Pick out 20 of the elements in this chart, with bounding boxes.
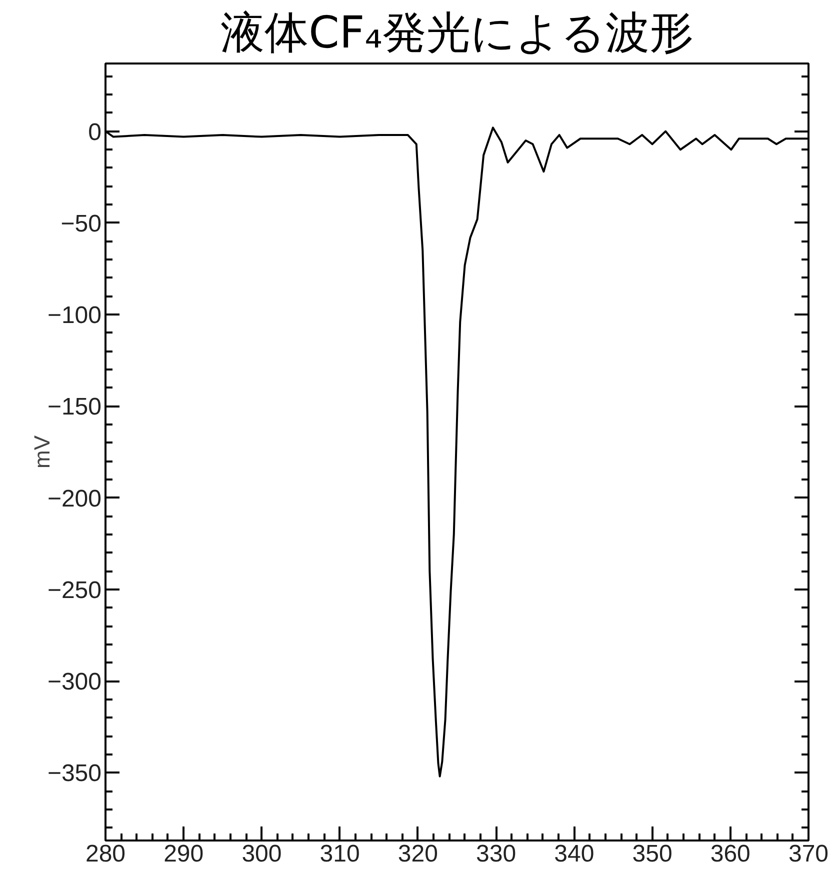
x-tick-label: 370	[788, 840, 829, 868]
y-axis-title: mV	[29, 435, 54, 468]
x-tick-label: 310	[320, 840, 360, 868]
y-tick-label: −100	[47, 302, 102, 330]
chart-title: 液体CF₄発光による波形	[220, 8, 694, 58]
x-tick-label: 290	[164, 840, 204, 868]
y-tick-label: −200	[47, 485, 102, 512]
x-tick-label: 330	[476, 840, 516, 868]
x-tick-label: 280	[85, 840, 126, 868]
y-tick-label: −350	[47, 760, 102, 788]
y-tick-label: −300	[47, 668, 102, 696]
x-tick-label: 340	[554, 840, 594, 868]
y-tick-label: −50	[60, 210, 102, 238]
x-tick-label: 300	[242, 840, 282, 868]
x-tick-label: 320	[398, 840, 438, 868]
y-tick-label: 0	[88, 118, 102, 146]
y-tick-label: −150	[47, 394, 102, 421]
x-tick-label: 360	[710, 840, 750, 868]
x-tick-label: 350	[632, 840, 672, 868]
y-tick-label: −250	[47, 576, 102, 604]
